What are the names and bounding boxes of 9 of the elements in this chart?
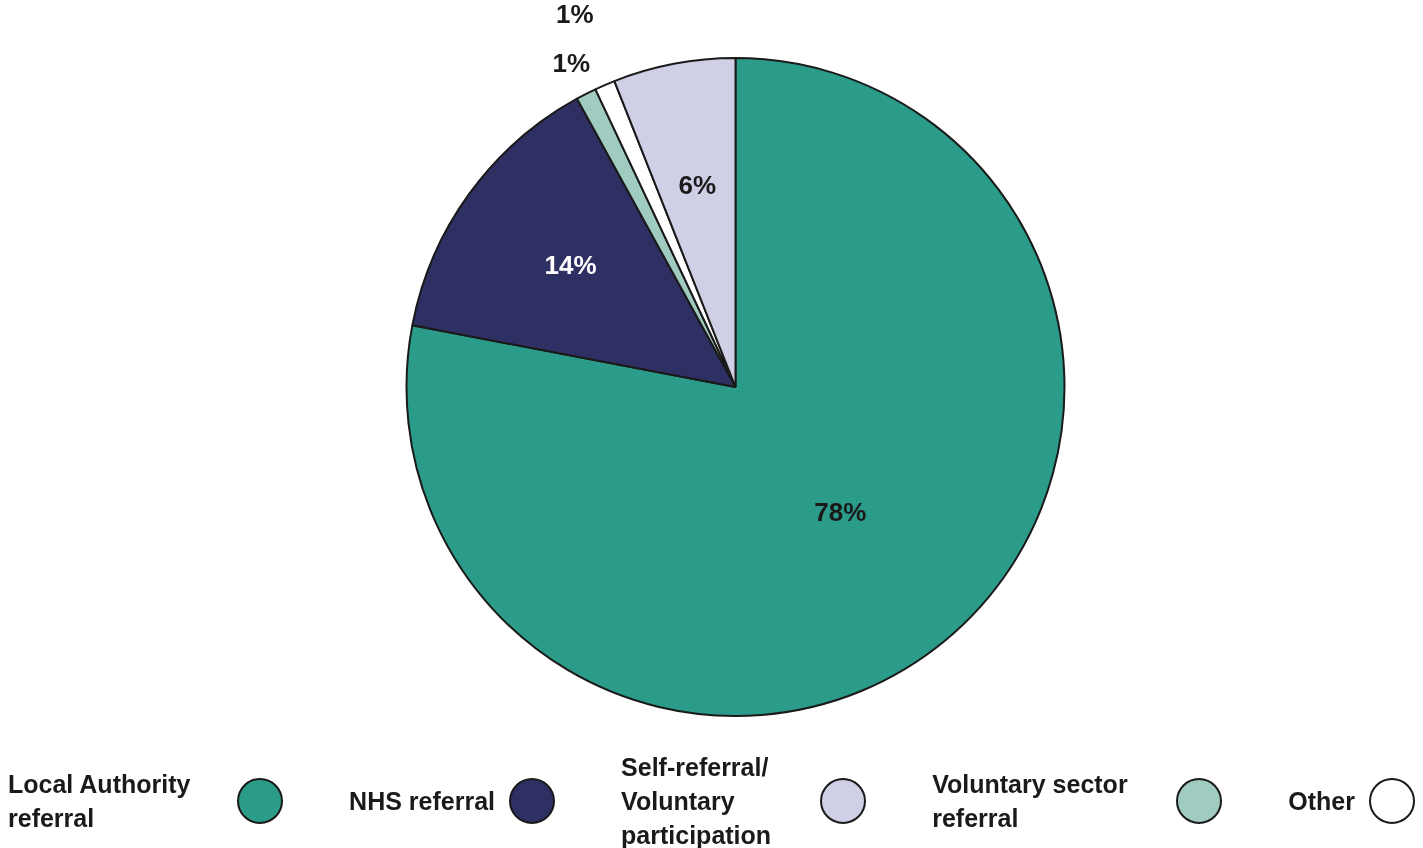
- data-label: 78%: [814, 496, 867, 527]
- legend-label: NHS referral: [349, 786, 495, 817]
- data-label: 6%: [678, 169, 717, 200]
- data-label: 1%: [552, 47, 590, 78]
- data-label: 1%: [556, 0, 594, 29]
- legend-label: Local Authority referral: [8, 769, 192, 834]
- data-label: 14%: [544, 250, 597, 281]
- legend-label: Other: [1288, 786, 1355, 817]
- legend-label: Voluntary sector referral: [932, 769, 1129, 834]
